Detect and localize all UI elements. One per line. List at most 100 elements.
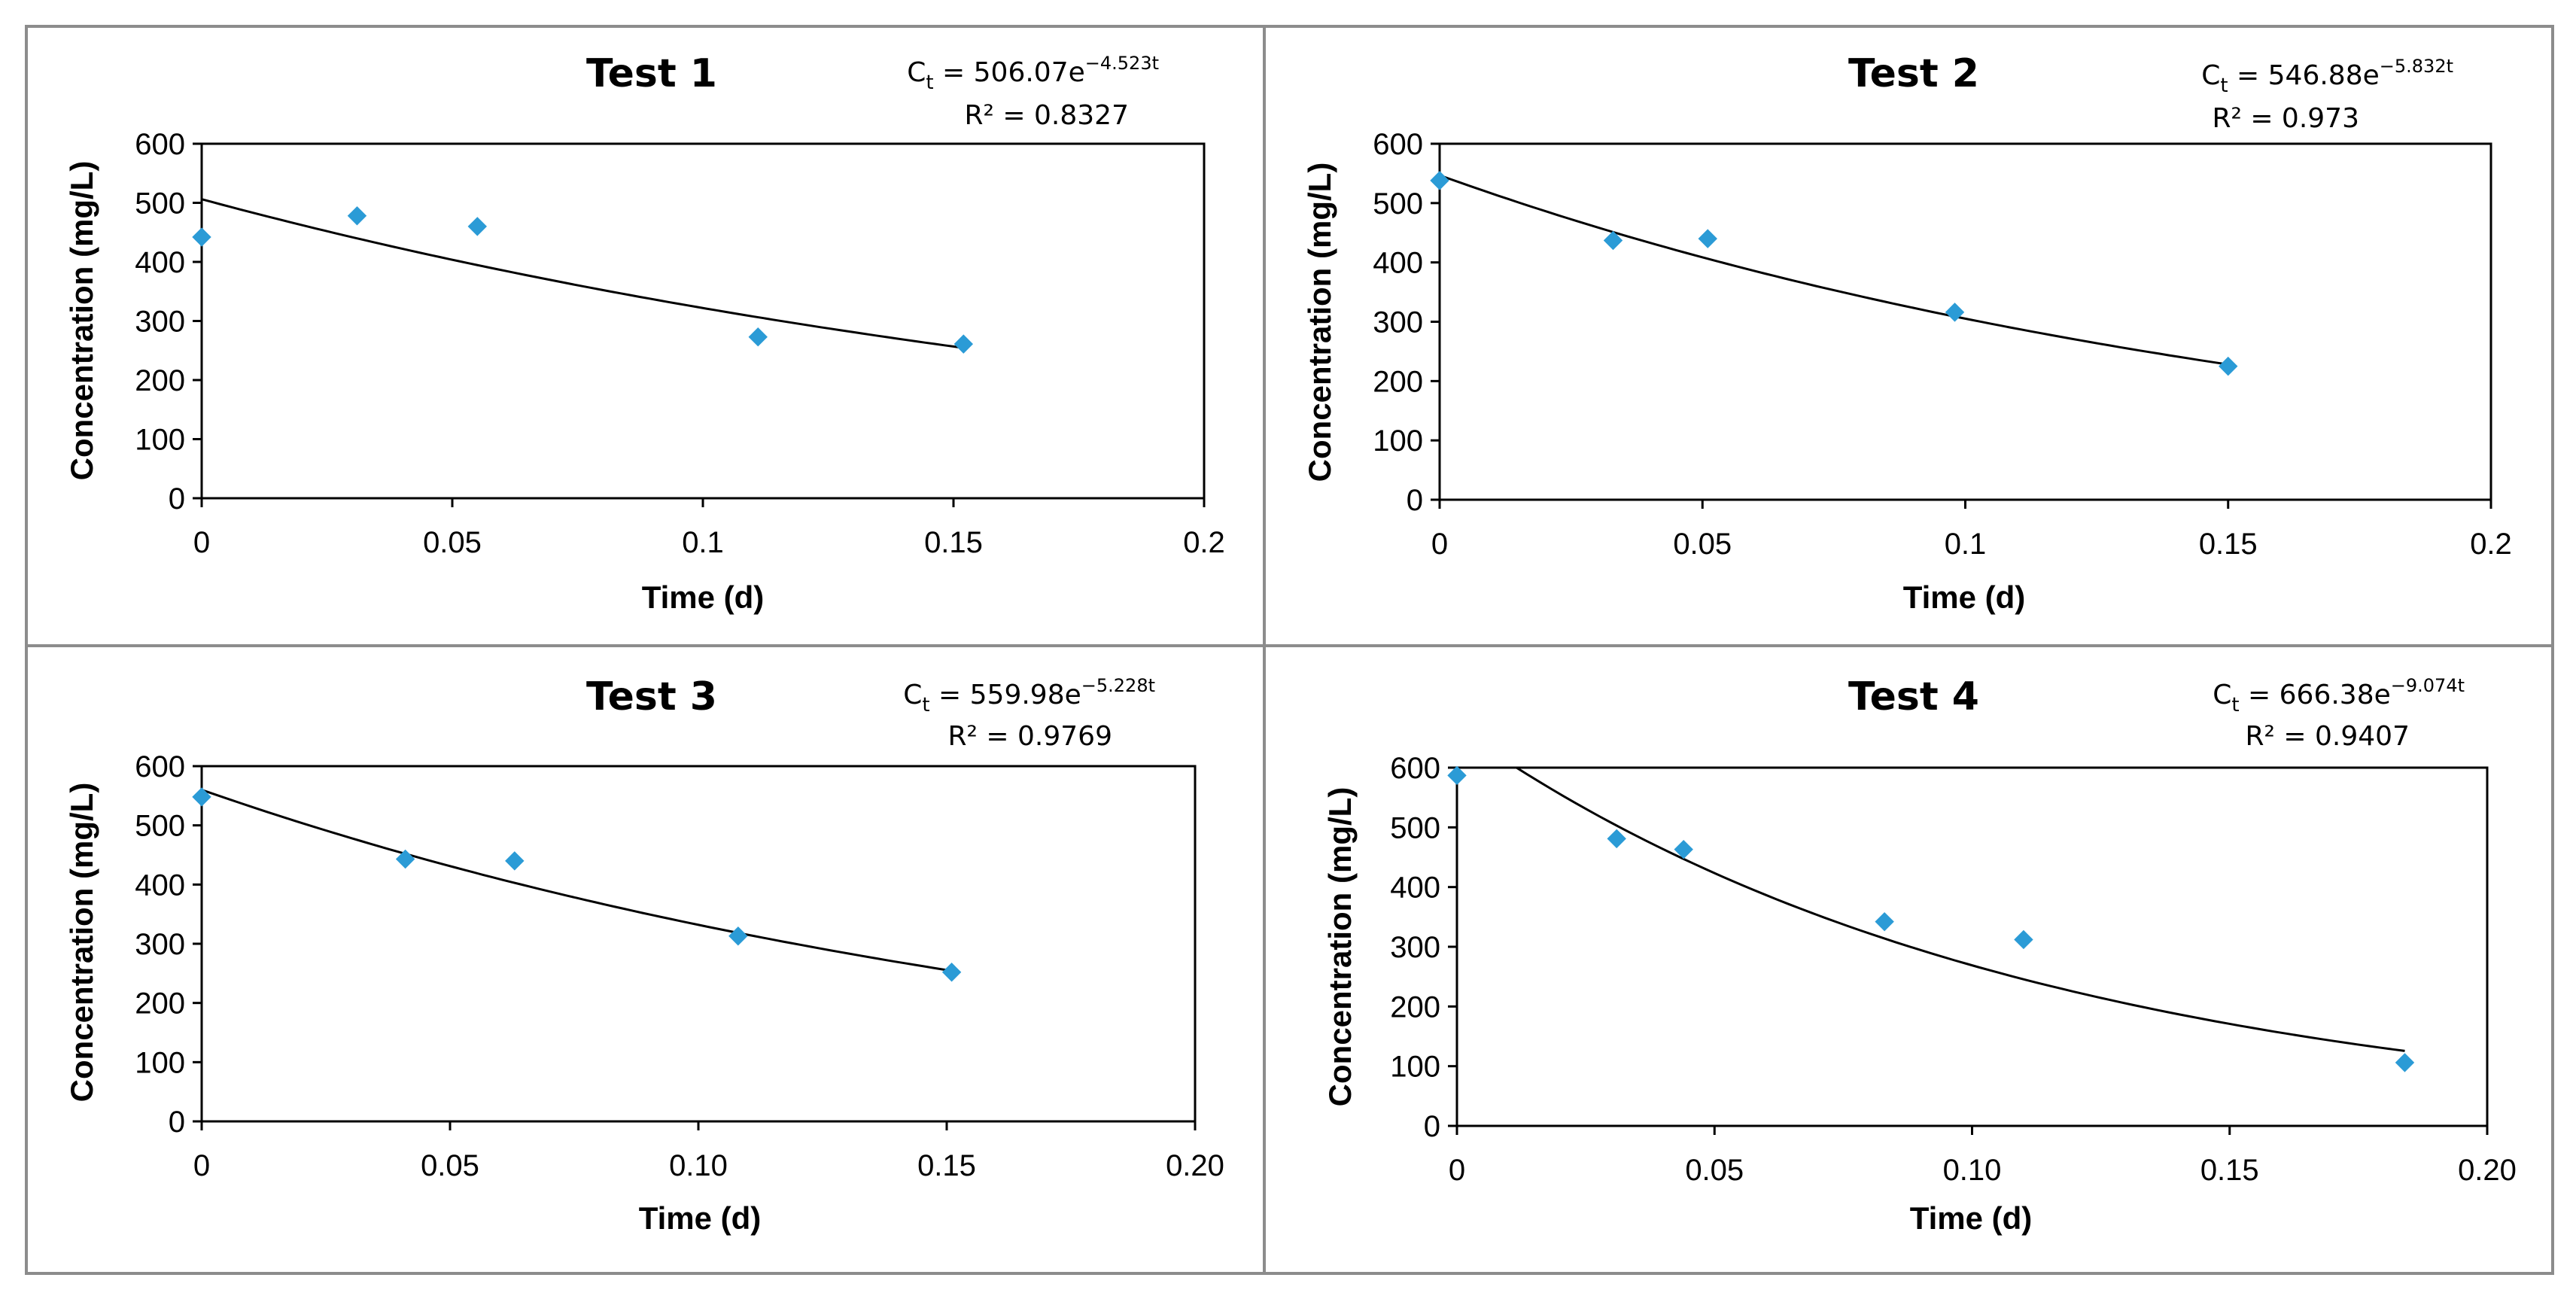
y-tick-label: 400 — [1390, 872, 1440, 905]
data-point — [2014, 929, 2033, 950]
y-axis-label: Concentration (mg/L) — [64, 161, 99, 481]
equation-body: = 559.98e — [930, 680, 1081, 710]
equation-exponent: −5.832t — [2380, 56, 2453, 77]
y-tick-label: 600 — [1373, 128, 1423, 161]
y-tick-label: 200 — [1390, 990, 1440, 1024]
plot-area — [200, 142, 1206, 500]
data-point — [953, 334, 974, 354]
x-tick-label: 0.20 — [2458, 1154, 2517, 1187]
equation-variable: C — [907, 57, 926, 88]
x-tick-label: 0.15 — [2200, 1154, 2259, 1187]
y-tick-label: 300 — [1373, 306, 1423, 339]
data-point — [941, 963, 962, 982]
x-axis-label: Time (d) — [642, 580, 765, 615]
y-tick-label: 100 — [1373, 424, 1423, 458]
equation-exponent: −5.228t — [1081, 675, 1155, 696]
data-point — [1447, 765, 1467, 786]
equation-subscript: t — [2231, 694, 2239, 716]
y-tick-label: 100 — [135, 424, 185, 457]
chart-title: Test 2 — [1848, 51, 1979, 96]
y-tick-label: 500 — [1373, 187, 1423, 221]
x-tick-label: 0.15 — [924, 526, 983, 559]
y-axis-label: Concentration (mg/L) — [1322, 787, 1358, 1107]
r-squared-label: R² = 0.9769 — [948, 721, 1112, 752]
x-tick-label: 0.1 — [1945, 528, 1987, 561]
x-tick-label: 0 — [193, 526, 210, 559]
y-tick-label: 200 — [135, 364, 185, 397]
y-tick-label: 600 — [135, 128, 185, 161]
y-tick-label: 100 — [1390, 1051, 1440, 1084]
x-tick-label: 0.10 — [1943, 1154, 2002, 1187]
y-tick-label: 0 — [169, 1106, 185, 1139]
plot-area — [200, 765, 1197, 1123]
x-axis-label: Time (d) — [1910, 1200, 2033, 1236]
y-tick-label: 0 — [1407, 484, 1423, 517]
trendline-equation: Ct = 506.07e−4.523t — [907, 53, 1159, 94]
x-tick-label: 0.1 — [682, 526, 724, 559]
data-point — [1674, 839, 1693, 859]
x-tick-label: 0.15 — [2199, 528, 2258, 561]
data-point — [1875, 911, 1894, 932]
x-tick-label: 0.20 — [1166, 1149, 1224, 1182]
y-tick-label: 300 — [135, 306, 185, 339]
data-point — [1607, 829, 1626, 849]
equation-exponent: −4.523t — [1085, 53, 1159, 74]
data-point — [467, 217, 488, 236]
x-tick-label: 0 — [1449, 1154, 1465, 1187]
chart-panel-test-4: Test 4 Ct = 666.38e−9.074t R² = 0.9407 0 100… — [1322, 674, 2517, 1236]
y-tick-label: 400 — [135, 869, 185, 902]
x-tick-label: 0 — [1431, 528, 1448, 561]
x-tick-label: 0.05 — [1673, 528, 1732, 561]
figure-border — [25, 25, 2554, 1275]
r-squared-label: R² = 0.973 — [2212, 103, 2359, 134]
y-tick-label: 300 — [1390, 931, 1440, 964]
data-point — [2395, 1053, 2415, 1072]
x-axis-label: Time (d) — [639, 1200, 762, 1236]
y-tick-label: 300 — [135, 928, 185, 961]
trendline — [202, 789, 952, 972]
data-point — [192, 227, 211, 247]
data-point — [1603, 230, 1623, 251]
trendline — [1514, 768, 2405, 1052]
data-point — [1430, 171, 1449, 190]
trendline — [1440, 174, 2229, 366]
equation-exponent: −9.074t — [2391, 675, 2465, 696]
chart-panel-test-1: Test 1 Ct = 506.07e−4.523t R² = 0.8327 0 100… — [64, 51, 1225, 615]
data-point — [1698, 229, 1717, 248]
equation-variable: C — [2201, 60, 2220, 91]
x-tick-label: 0.05 — [1685, 1154, 1744, 1187]
y-axis-label: Concentration (mg/L) — [64, 783, 99, 1103]
equation-subscript: t — [926, 71, 933, 94]
equation-body: = 506.07e — [934, 57, 1085, 88]
x-tick-label: 0.10 — [669, 1149, 728, 1182]
equation-subscript: t — [922, 694, 929, 716]
y-tick-label: 200 — [135, 987, 185, 1021]
y-tick-label: 600 — [135, 750, 185, 783]
y-tick-label: 500 — [1390, 811, 1440, 844]
trendline-equation: Ct = 559.98e−5.228t — [903, 675, 1155, 716]
x-tick-label: 0.2 — [2470, 528, 2512, 561]
y-tick-label: 100 — [135, 1046, 185, 1079]
r-squared-label: R² = 0.8327 — [965, 100, 1129, 131]
chart-panel-test-2: Test 2 Ct = 546.88e−5.832t R² = 0.973 0 100 2… — [1302, 51, 2512, 615]
equation-subscript: t — [2220, 75, 2228, 97]
data-point — [1945, 303, 1965, 322]
x-tick-label: 0.05 — [421, 1149, 479, 1182]
y-tick-label: 600 — [1390, 752, 1440, 785]
data-point — [505, 851, 525, 871]
data-point — [395, 849, 415, 869]
y-tick-label: 0 — [169, 482, 185, 516]
x-axis-label: Time (d) — [1903, 580, 2026, 615]
trendline-equation: Ct = 666.38e−9.074t — [2213, 675, 2465, 716]
r-squared-label: R² = 0.9407 — [2246, 721, 2410, 752]
chart-panel-test-3: Test 3 Ct = 559.98e−5.228t R² = 0.9769 0 100… — [64, 674, 1224, 1236]
y-tick-label: 200 — [1373, 365, 1423, 398]
plot-area — [1438, 142, 2492, 501]
chart-title: Test 1 — [586, 51, 717, 96]
x-tick-label: 0 — [193, 1149, 210, 1182]
x-tick-label: 0.2 — [1183, 526, 1225, 559]
x-tick-label: 0.15 — [917, 1149, 976, 1182]
trendline-equation: Ct = 546.88e−5.832t — [2201, 56, 2453, 97]
plot-area — [1455, 766, 2489, 1127]
y-axis-label: Concentration (mg/L) — [1302, 163, 1337, 482]
